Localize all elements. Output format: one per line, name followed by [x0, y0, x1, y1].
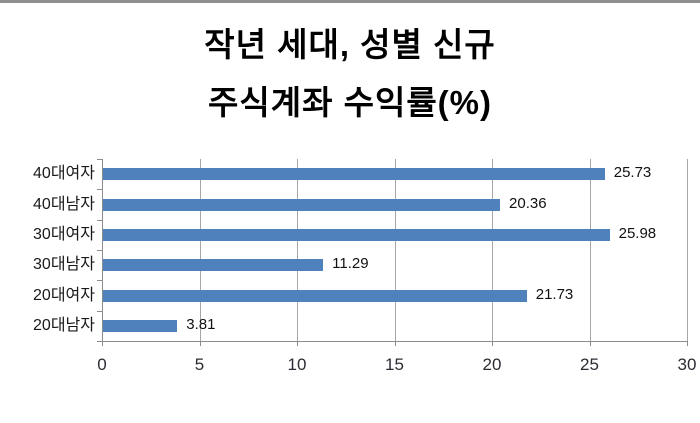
window-top-edge	[0, 0, 700, 3]
value-label-30대남자: 11.29	[332, 255, 369, 273]
x-axis-tick-label-5: 5	[194, 355, 205, 374]
y-axis-tick-5	[97, 310, 102, 312]
gridline-x-25	[589, 159, 591, 341]
gridline-x-10	[297, 159, 298, 341]
x-axis-tick-label-10: 10	[287, 355, 307, 374]
bar-40대여자	[103, 168, 605, 181]
x-axis-tick-label-30: 30	[677, 355, 697, 374]
x-axis-tick-label-0: 0	[97, 355, 107, 374]
x-axis-tick-15	[394, 341, 396, 346]
y-axis-tick-3	[97, 250, 102, 251]
y-axis-tick-6	[97, 341, 102, 342]
chart-title: 작년 세대, 성별 신규 주식계좌 수익률(%)	[0, 16, 700, 132]
value-label-40대남자: 20.36	[509, 194, 547, 212]
y-axis-tick-4	[97, 280, 102, 282]
category-label-20대여자: 20대여자	[33, 286, 95, 304]
gridline-x-20	[492, 159, 493, 341]
x-axis-tick-0	[102, 341, 103, 346]
chart-title-line-1: 작년 세대, 성별 신규	[204, 26, 496, 63]
gridline-x-5	[199, 159, 201, 341]
gridline-x-15	[394, 159, 396, 341]
x-axis-tick-5	[199, 341, 201, 346]
bar-20대여자	[103, 289, 527, 302]
x-axis-tick-20	[492, 341, 493, 346]
x-axis-tick-10	[297, 341, 298, 346]
category-label-20대남자: 20대남자	[33, 316, 95, 334]
bar-30대여자	[103, 228, 610, 241]
x-axis-tick-30	[687, 341, 688, 346]
x-axis-tick-label-20: 20	[482, 355, 502, 374]
value-label-40대여자: 25.73	[613, 164, 652, 182]
chart-title-line-2: 주식계좌 수익률(%)	[207, 84, 492, 121]
x-axis-tick-label-15: 15	[385, 355, 404, 374]
y-axis-tick-2	[97, 219, 102, 221]
category-label-30대여자: 30대여자	[33, 225, 95, 243]
x-axis-tick-label-25: 25	[580, 355, 599, 374]
y-axis-line	[102, 159, 103, 342]
y-axis-tick-0	[97, 159, 102, 160]
gridline-x-30	[687, 159, 688, 341]
bar-30대남자	[103, 259, 324, 272]
bar-40대남자	[103, 198, 501, 211]
category-label-30대남자: 30대남자	[33, 256, 95, 274]
x-axis-tick-25	[589, 341, 591, 346]
value-label-20대여자: 21.73	[535, 285, 574, 303]
category-label-40대남자: 40대남자	[33, 195, 95, 213]
value-label-30대여자: 25.98	[618, 224, 657, 242]
y-axis-tick-1	[97, 189, 102, 191]
x-axis-line	[102, 341, 688, 342]
bar-20대남자	[103, 319, 178, 332]
value-label-20대남자: 3.81	[186, 315, 216, 333]
category-label-40대여자: 40대여자	[33, 165, 95, 183]
